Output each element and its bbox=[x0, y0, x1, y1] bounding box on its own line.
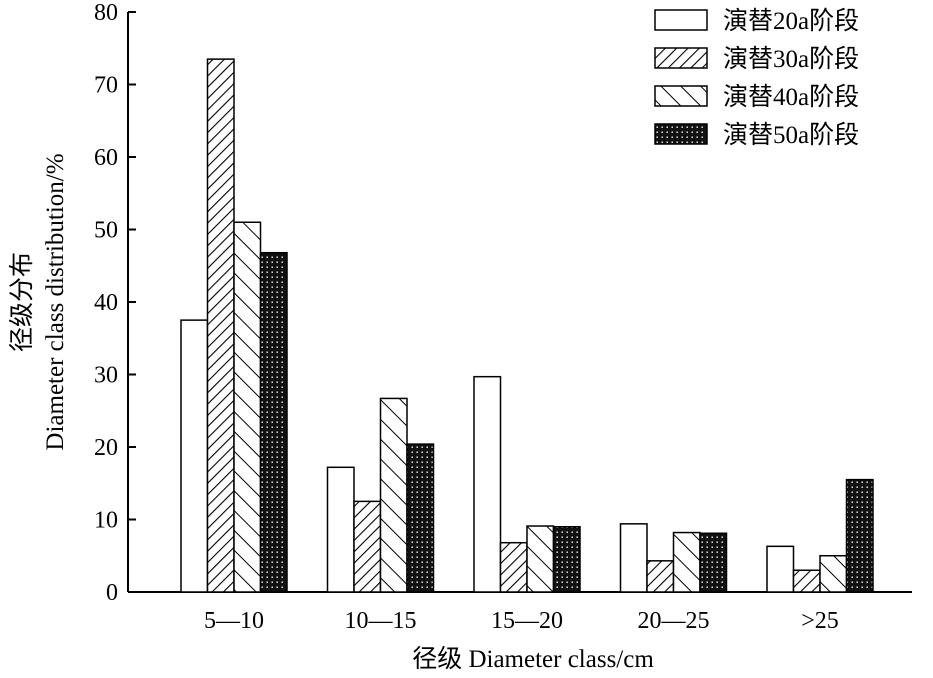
bar-4-3 bbox=[552, 526, 581, 593]
y-tick-label: 30 bbox=[94, 363, 118, 389]
bar-4-5 bbox=[845, 478, 874, 593]
x-tick-label: 5—10 bbox=[204, 608, 264, 634]
bar-3-4 bbox=[672, 531, 701, 593]
bar-2-5 bbox=[792, 569, 821, 593]
bar-3-2 bbox=[379, 397, 408, 593]
x-tick-label: 10—15 bbox=[345, 608, 417, 634]
bar-1-1 bbox=[180, 319, 209, 593]
y-tick-label: 10 bbox=[94, 508, 118, 534]
legend-label-1: 演替20a阶段 bbox=[723, 7, 859, 35]
bars bbox=[180, 58, 874, 593]
y-tick-label: 70 bbox=[94, 73, 118, 99]
legend-swatch-4 bbox=[654, 123, 708, 145]
bar-1-2 bbox=[326, 466, 355, 593]
bar-3-3 bbox=[526, 525, 555, 593]
bar-2-1 bbox=[206, 58, 235, 593]
x-tick-label: 15—20 bbox=[491, 608, 563, 634]
y-axis-label-en: Diameter class distribution/% bbox=[42, 153, 69, 450]
bar-3-5 bbox=[819, 555, 848, 593]
bar-4-4 bbox=[699, 532, 728, 593]
bar-3-1 bbox=[233, 221, 262, 593]
legend-label-4: 演替50a阶段 bbox=[723, 121, 859, 149]
x-tick-label: >25 bbox=[801, 608, 839, 634]
bar-2-4 bbox=[646, 560, 675, 593]
y-tick-label: 0 bbox=[106, 580, 118, 606]
x-tick-label: 20—25 bbox=[638, 608, 710, 634]
x-axis-label: 径级 Diameter class/cm bbox=[412, 645, 654, 673]
y-tick-label: 50 bbox=[94, 218, 118, 244]
legend-swatch-3 bbox=[654, 85, 708, 107]
y-tick-label: 20 bbox=[94, 435, 118, 461]
legend-swatch-1 bbox=[654, 9, 708, 31]
y-tick-label: 80 bbox=[94, 0, 118, 26]
bar-4-2 bbox=[406, 443, 435, 593]
bar-1-3 bbox=[473, 375, 502, 593]
y-tick-label: 40 bbox=[94, 290, 118, 316]
bar-2-3 bbox=[499, 541, 528, 593]
y-ticks: 0 10 20 30 40 50 60 70 80 bbox=[94, 0, 136, 606]
bar-1-5 bbox=[766, 545, 795, 593]
legend-label-3: 演替40a阶段 bbox=[723, 83, 859, 111]
y-axis-label-cn: 径级分布 bbox=[8, 252, 36, 352]
legend-swatch-2 bbox=[654, 47, 708, 69]
bar-1-4 bbox=[619, 523, 648, 593]
bar-2-2 bbox=[353, 500, 382, 593]
x-ticks: 5—10 10—15 15—20 20—25 >25 bbox=[204, 608, 839, 634]
bar-4-1 bbox=[259, 251, 288, 593]
legend-label-2: 演替30a阶段 bbox=[723, 45, 859, 73]
y-tick-label: 60 bbox=[94, 145, 118, 171]
